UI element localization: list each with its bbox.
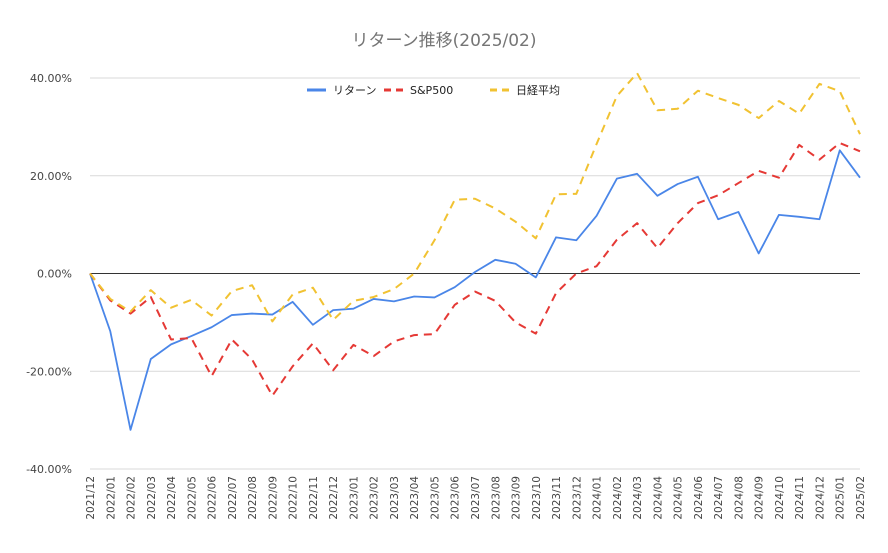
x-tick-label: 2024/01: [592, 476, 604, 520]
y-tick-label: 20.00%: [30, 170, 72, 183]
x-tick-label: 2024/03: [632, 476, 644, 520]
series-line: [89, 149, 861, 431]
x-tick-label: 2022/03: [146, 476, 158, 520]
legend-label: リターン: [333, 84, 376, 97]
y-axis-tick-labels: 40.00% 20.00% 0.00% -20.00% -40.00%: [26, 72, 72, 476]
series-line: [89, 142, 861, 397]
y-tick-label: 40.00%: [30, 72, 72, 85]
x-tick-label: 2022/05: [186, 476, 198, 520]
legend-item: リターン: [307, 84, 376, 97]
series-3: [89, 72, 861, 323]
x-tick-label: 2023/07: [470, 476, 482, 520]
series-lines: [89, 72, 861, 431]
x-tick-label: 2023/04: [409, 476, 421, 520]
x-tick-label: 2022/11: [308, 476, 320, 520]
legend-item: 日経平均: [490, 84, 560, 97]
x-tick-label: 2023/10: [531, 476, 543, 520]
x-tick-label: 2023/06: [450, 476, 462, 520]
legend: リターン S&P500 日経平均: [307, 84, 560, 97]
x-tick-label: 2024/11: [794, 476, 806, 520]
x-tick-label: 2023/01: [348, 476, 360, 520]
x-tick-label: 2021/12: [85, 476, 97, 520]
x-tick-label: 2022/07: [227, 476, 239, 520]
x-axis-tick-labels: 2021/12 2022/01 2022/02 2022/03 2022/04 2022/…: [85, 476, 867, 520]
x-tick-label: 2023/12: [571, 476, 583, 520]
series-1: [89, 149, 861, 431]
y-tick-label: -40.00%: [26, 463, 72, 476]
x-tick-label: 2024/06: [693, 476, 705, 520]
x-tick-label: 2023/02: [369, 476, 381, 520]
x-tick-label: 2024/10: [774, 476, 786, 520]
chart-title: リターン推移(2025/02): [351, 31, 536, 51]
legend-item: S&P500: [384, 84, 453, 97]
x-tick-label: 2024/04: [652, 476, 664, 520]
x-tick-label: 2023/11: [551, 476, 563, 520]
x-tick-label: 2022/08: [247, 476, 259, 520]
x-tick-label: 2024/02: [612, 476, 624, 520]
x-tick-label: 2024/07: [713, 476, 725, 520]
series-line: [89, 72, 861, 323]
y-tick-label: 0.00%: [37, 268, 72, 281]
x-tick-label: 2022/10: [288, 476, 300, 520]
x-tick-label: 2023/05: [429, 476, 441, 520]
y-tick-label: -20.00%: [26, 365, 72, 378]
x-tick-label: 2025/02: [855, 476, 867, 520]
series-2: [89, 142, 861, 397]
x-tick-label: 2023/03: [389, 476, 401, 520]
x-tick-label: 2024/09: [754, 476, 766, 520]
x-tick-label: 2022/09: [267, 476, 279, 520]
x-tick-label: 2024/08: [733, 476, 745, 520]
x-tick-label: 2024/05: [673, 476, 685, 520]
legend-label: S&P500: [410, 84, 453, 97]
x-tick-label: 2025/01: [835, 476, 847, 520]
x-tick-label: 2023/08: [490, 476, 502, 520]
x-tick-label: 2022/04: [166, 476, 178, 520]
x-tick-label: 2024/12: [814, 476, 826, 520]
gridlines: [90, 77, 860, 470]
x-tick-label: 2022/12: [328, 476, 340, 520]
x-tick-label: 2023/09: [511, 476, 523, 520]
x-tick-label: 2022/02: [126, 476, 138, 520]
x-tick-label: 2022/06: [207, 476, 219, 520]
legend-label: 日経平均: [516, 84, 560, 97]
x-tick-label: 2022/01: [105, 476, 117, 520]
